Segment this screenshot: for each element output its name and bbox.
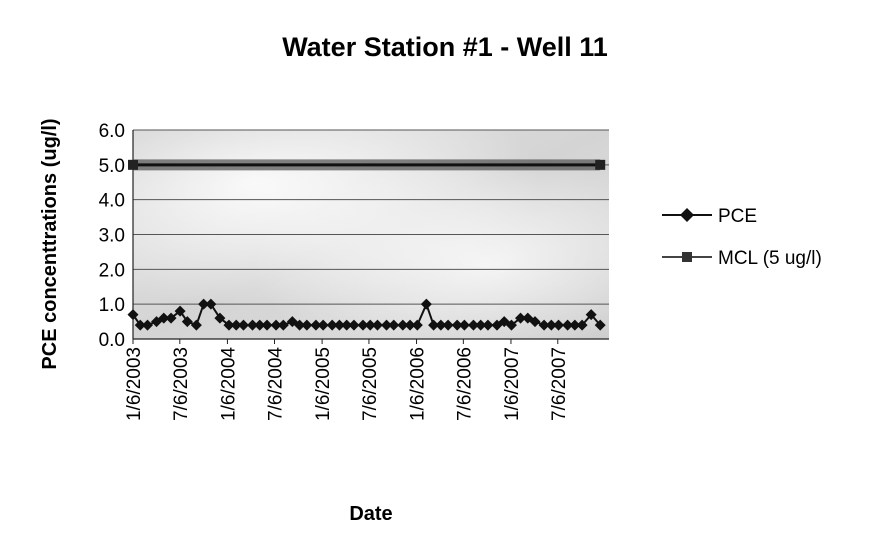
y-tick-label: 2.0 [99,260,125,281]
data-point-pce [442,319,454,331]
x-tick-labels: 1/6/2003 7/6/2003 1/6/2004 7/6/2004 1/6/2005… [124,347,570,421]
legend-label-pce: PCE [718,206,757,227]
data-point-pce [562,319,574,331]
x-tick-label: 1/6/2004 [218,347,239,421]
y-axis-title: PCE concenttrations (ug/l) [39,118,61,369]
data-point-pce [411,319,423,331]
data-point-pce [404,319,416,331]
data-point-mcl [128,159,138,170]
x-tick-label: 1/6/2005 [313,347,334,421]
data-point-pce [515,312,527,324]
x-axis-title: Date [349,503,392,525]
data-point-pce [538,319,550,331]
x-tick-label: 7/6/2006 [454,347,475,421]
data-point-pce [190,319,202,331]
y-tick-label: 5.0 [99,156,125,177]
data-point-pce [388,319,400,331]
legend-label-mcl: MCL (5 ug/l) [718,248,822,269]
data-point-pce [333,319,345,331]
data-point-pce [254,319,266,331]
data-point-pce [545,319,557,331]
data-point-pce [381,319,393,331]
chart-title: Water Station #1 - Well 11 [282,32,608,62]
data-point-mcl [595,159,606,170]
data-point-pce [357,319,369,331]
x-tick-label: 7/6/2005 [360,347,381,421]
data-point-pce [576,319,588,331]
data-point-pce [270,319,282,331]
data-point-pce [310,319,322,331]
x-tick-label: 7/6/2003 [171,347,192,421]
x-tick-label: 1/6/2007 [502,347,523,421]
data-point-pce [475,319,487,331]
data-point-pce [127,309,139,321]
data-point-pce [428,319,440,331]
data-point-pce [397,319,409,331]
y-tick-label: 4.0 [99,191,125,212]
data-point-pce [301,319,313,331]
data-point-pce [482,319,494,331]
data-point-pce [348,319,360,331]
legend-item-mcl: MCL (5 ug/l) [662,248,822,269]
data-point-pce [317,319,329,331]
x-tick-label: 1/6/2006 [408,347,429,421]
data-point-pce [364,319,376,331]
legend: PCE MCL (5 ug/l) [662,206,822,269]
data-point-pce [294,319,306,331]
data-point-pce [214,312,226,324]
y-tick-labels: 0.0 1.0 2.0 3.0 4.0 5.0 6.0 [99,121,125,351]
data-point-pce [451,319,463,331]
data-point-pce [134,319,146,331]
data-point-pce [174,305,186,317]
data-point-pce [420,298,432,310]
data-point-pce [585,309,597,321]
y-tick-label: 1.0 [99,295,125,316]
data-point-pce [223,319,235,331]
y-tick-label: 6.0 [99,121,125,142]
legend-item-pce: PCE [662,206,757,227]
data-point-pce [165,312,177,324]
x-tick-label: 7/6/2004 [266,347,287,421]
data-point-pce [529,316,541,328]
data-point-pce [237,319,249,331]
x-tick-label: 1/6/2003 [124,347,145,421]
y-tick-label: 0.0 [99,330,125,351]
data-point-pce [198,298,210,310]
data-point-pce [277,319,289,331]
data-point-pce [371,319,383,331]
data-point-pce [158,312,170,324]
data-point-pce [458,319,470,331]
data-point-pce [181,316,193,328]
x-tick-label: 7/6/2007 [549,347,570,421]
legend-marker-mcl [682,252,692,262]
data-point-pce [261,319,273,331]
data-point-pce [247,319,259,331]
data-point-pce [505,319,517,331]
y-tick-label: 3.0 [99,226,125,247]
data-point-pce [205,298,217,310]
data-point-pce [553,319,565,331]
data-point-pce [341,319,353,331]
data-point-pce [326,319,338,331]
data-point-pce [467,319,479,331]
data-point-pce [230,319,242,331]
data-point-pce [435,319,447,331]
data-point-pce [569,319,581,331]
data-point-pce [594,319,606,331]
series-layer [127,159,606,331]
legend-marker-pce [680,208,694,222]
data-point-pce [141,319,153,331]
